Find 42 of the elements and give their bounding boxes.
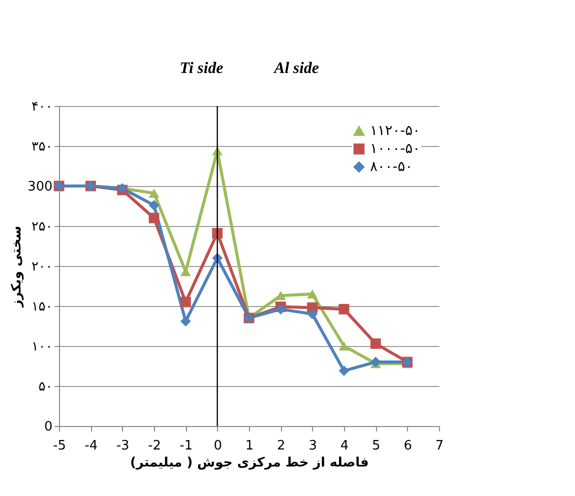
y-tick-label: ۱۵۰ xyxy=(32,300,52,314)
x-tick-label: 5 xyxy=(372,438,380,454)
legend-label: ۱۱۲۰-۵۰ xyxy=(370,123,420,139)
point xyxy=(180,316,191,326)
x-tick-label: -5 xyxy=(53,438,66,454)
point xyxy=(275,291,286,300)
point xyxy=(338,341,350,351)
point xyxy=(370,338,381,349)
x-tick-label: 7 xyxy=(435,438,444,454)
x-tick-label: -3 xyxy=(116,438,130,454)
y-tick-label: ۲۵۰ xyxy=(32,220,52,234)
y-tick-label: 0 xyxy=(44,420,52,434)
x-axis-title: فاصله از خط مرکزی جوش ( میلیمتر) xyxy=(130,456,369,470)
point xyxy=(148,200,160,210)
x-tick-label: 3 xyxy=(308,438,317,454)
point xyxy=(180,296,191,308)
x-tick-label: 6 xyxy=(404,438,412,454)
x-tick-label: 0 xyxy=(214,438,222,454)
y-tick-label: ۳۵۰ xyxy=(32,140,52,154)
y-tick-label: ۵۰ xyxy=(38,380,52,394)
point xyxy=(148,188,160,198)
y-tick-label: 300 xyxy=(28,180,52,194)
y-axis-title: سختی ویکرز xyxy=(10,226,25,308)
x-tick-label: -2 xyxy=(148,438,161,454)
point xyxy=(370,356,381,368)
point xyxy=(338,304,350,314)
legend-label: ۱۰۰۰-۵۰ xyxy=(370,141,420,157)
text: Al side xyxy=(273,60,319,77)
point xyxy=(307,289,318,299)
x-tick-label: 1 xyxy=(245,438,254,454)
y-tick-label: ۲۰۰ xyxy=(32,260,52,274)
x-tick-label: 2 xyxy=(277,438,286,454)
x-tick-label: 4 xyxy=(340,438,349,454)
point xyxy=(338,366,350,376)
point xyxy=(148,212,160,224)
point xyxy=(307,308,318,320)
y-tick-label: ۴۰۰ xyxy=(32,100,52,114)
x-tick-label: -4 xyxy=(84,438,98,454)
legend-label: ۸۰۰-۵۰ xyxy=(370,159,413,175)
y-tick-label: ۱۰۰ xyxy=(32,340,52,354)
text: Ti side xyxy=(180,60,224,77)
x-tick-label: -1 xyxy=(180,438,193,454)
